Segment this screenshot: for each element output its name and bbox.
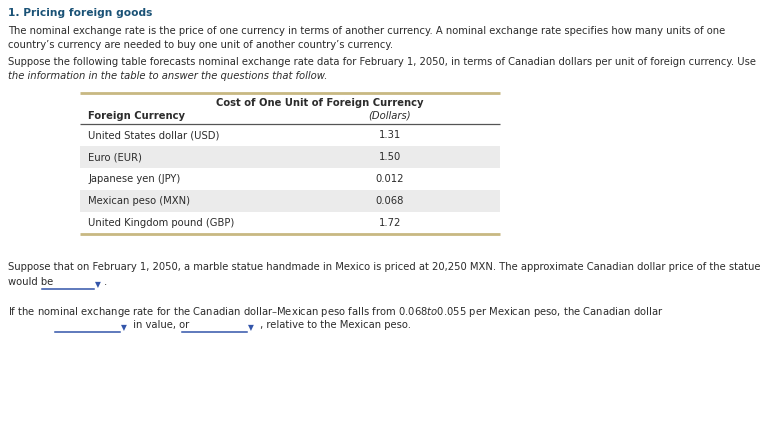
Text: Cost of One Unit of Foreign Currency: Cost of One Unit of Foreign Currency [217,98,424,108]
Text: 1. Pricing foreign goods: 1. Pricing foreign goods [8,8,152,18]
Text: Foreign Currency: Foreign Currency [88,111,185,121]
Text: 1.50: 1.50 [379,152,401,162]
Text: United States dollar (USD): United States dollar (USD) [88,130,220,140]
Text: Mexican peso (MXN): Mexican peso (MXN) [88,196,190,206]
Text: would be: would be [8,277,56,287]
Text: 0.012: 0.012 [375,174,404,184]
Text: Japanese yen (JPY): Japanese yen (JPY) [88,174,180,184]
Bar [80,146,500,168]
Bar [80,190,500,212]
Text: ▼: ▼ [95,280,100,289]
Text: Euro (EUR): Euro (EUR) [88,152,142,162]
Text: (Dollars): (Dollars) [369,111,411,121]
Text: country’s currency are needed to buy one unit of another country’s currency.: country’s currency are needed to buy one… [8,40,393,50]
Text: 1.72: 1.72 [378,218,401,228]
Text: Suppose that on February 1, 2050, a marble statue handmade in Mexico is priced a: Suppose that on February 1, 2050, a marb… [8,262,760,272]
Text: 1.31: 1.31 [379,130,401,140]
Text: 0.068: 0.068 [375,196,404,206]
Text: in value, or: in value, or [130,320,192,330]
Text: .: . [103,277,107,287]
Text: The nominal exchange rate is the price of one currency in terms of another curre: The nominal exchange rate is the price o… [8,26,725,36]
Text: the information in the table to answer the questions that follow.: the information in the table to answer t… [8,71,328,81]
Text: ▼: ▼ [249,323,255,332]
Text: ▼: ▼ [121,323,127,332]
Text: United Kingdom pound (GBP): United Kingdom pound (GBP) [88,218,234,228]
Text: , relative to the Mexican peso.: , relative to the Mexican peso. [258,320,411,330]
Text: Suppose the following table forecasts nominal exchange rate data for February 1,: Suppose the following table forecasts no… [8,57,756,67]
Text: If the nominal exchange rate for the Canadian dollar–Mexican peso falls from $0.: If the nominal exchange rate for the Can… [8,305,663,319]
